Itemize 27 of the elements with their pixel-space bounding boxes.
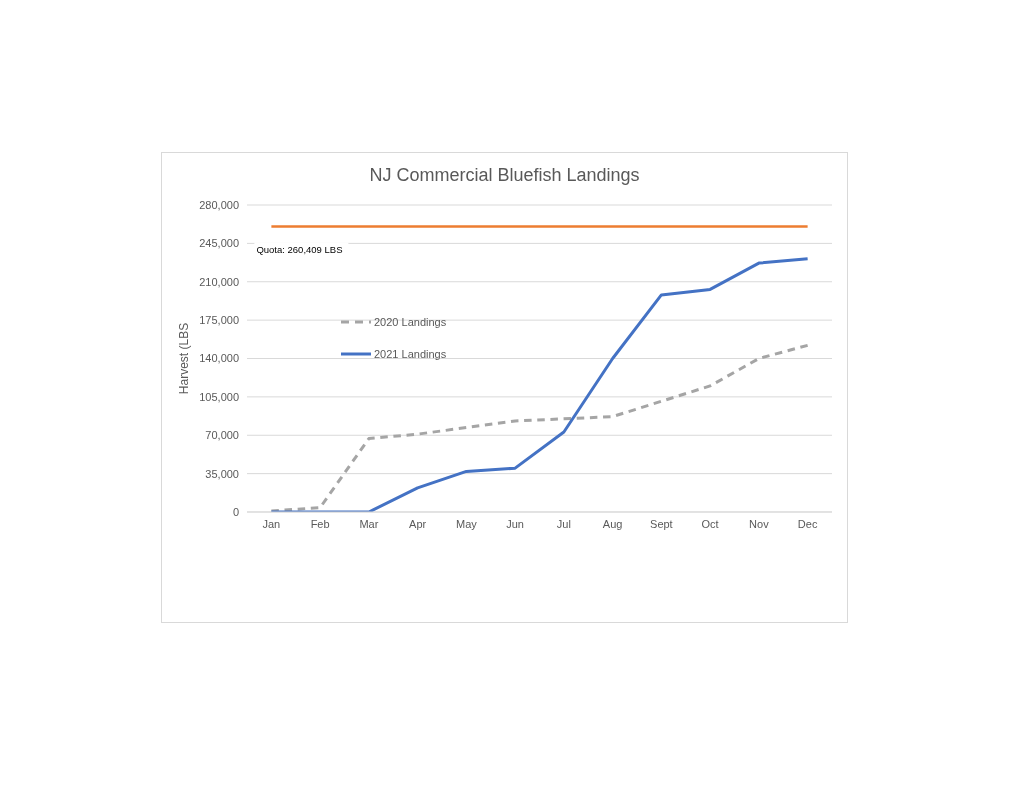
y-axis-title: Harvest (LBS [177,322,191,395]
y-tick-label: 140,000 [199,352,239,365]
x-tick-label: Jun [506,517,524,530]
y-tick-label: 175,000 [199,314,239,327]
y-tick-label: 0 [232,505,239,518]
x-tick-label: Dec [797,517,818,530]
x-tick-label: Feb [310,517,330,530]
ref-line-label: Quota: 260,409 LBS [256,244,343,256]
x-tick-label: Nov [749,517,770,530]
x-tick-label: Aug [602,517,623,530]
x-tick-label: Sept [650,517,673,530]
x-tick-label: Apr [409,517,427,530]
y-tick-label: 105,000 [199,390,239,403]
x-tick-label: Oct [701,517,719,530]
legend-label: 2020 Landings [374,316,447,328]
x-tick-label: Mar [359,517,379,530]
x-tick-label: May [455,517,478,530]
y-tick-label: 35,000 [205,467,239,480]
chart-title: NJ Commercial Bluefish Landings [368,165,641,186]
legend-label: 2021 Landings [374,348,447,360]
y-tick-label: 280,000 [199,198,239,211]
y-tick-label: 210,000 [199,275,239,288]
line-series [269,343,810,512]
x-tick-label: Jul [556,517,571,530]
y-tick-label: 245,000 [199,237,239,250]
y-tick-label: 70,000 [205,429,239,442]
x-tick-label: Jan [262,517,281,530]
